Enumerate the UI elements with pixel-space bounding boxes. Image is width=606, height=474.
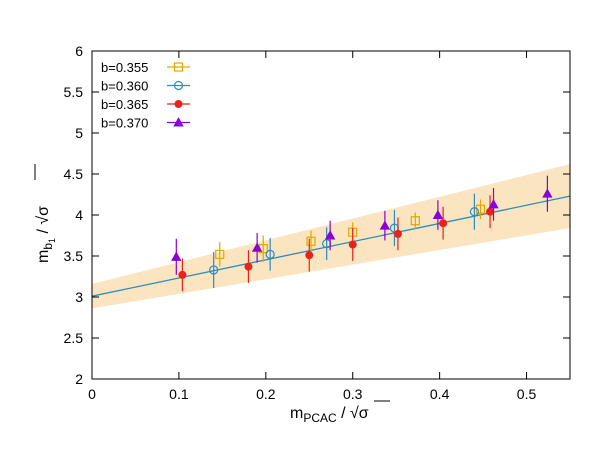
y-axis-label: mb1 / √σ [35,206,57,263]
x-tick-label: 0.4 [430,386,450,402]
y-axis-label-group: mb1 / √σ [34,164,57,263]
data-point [410,216,420,226]
axis-labels: mPCAC / √σ mb1 / √σ [34,164,390,425]
data-point [244,262,253,271]
y-tick-label: 2 [75,371,83,387]
legend-marker [173,117,184,127]
data-point [379,220,391,230]
data-point [305,251,314,260]
y-tick-label: 5.5 [64,84,84,100]
y-tick-label: 5 [75,125,83,141]
data-point [393,229,402,238]
x-axis-label: mPCAC / √σ [290,405,369,425]
x-tick-label: 0.3 [343,386,363,402]
data-point [488,199,499,209]
legend: b=0.355 b=0.360 b=0.365 b=0.370 [101,60,190,131]
y-tick-label: 6 [75,43,83,59]
legend-marker [174,100,183,108]
data-series-layer [171,175,553,292]
series-b=0.370 [171,175,553,275]
series-b=0.360 [209,193,479,288]
y-tick-label: 3 [75,289,83,305]
x-tick-label: 0.5 [517,386,537,402]
data-point [348,240,357,249]
data-point [306,236,316,246]
legend-label: b=0.365 [101,97,148,112]
data-point [432,209,444,220]
axes-layer: 0 0.1 0.2 0.3 0.4 0.5 2 2.5 3 3.5 4 4.5 5 5.5 6 [64,43,570,402]
y-tick-label: 3.5 [64,248,84,264]
data-point [439,219,448,228]
fit-line-layer [91,195,571,297]
data-point [469,207,479,217]
legend-entry: b=0.370 [101,116,190,131]
data-point [215,249,225,259]
data-point [265,249,275,259]
data-point [171,251,182,261]
data-point [209,265,219,275]
y-tick-label: 2.5 [64,330,84,346]
y-tick-label: 4 [75,207,83,223]
series-b=0.365 [178,195,495,292]
data-point [178,270,187,279]
legend-entry: b=0.360 [101,79,190,94]
legend-marker [173,62,184,72]
y-tick-label: 4.5 [64,166,84,182]
x-tick-label: 0.1 [169,386,189,402]
data-point [475,204,486,214]
data-point [324,230,336,240]
legend-label: b=0.355 [101,60,148,75]
legend-label: b=0.370 [101,116,148,131]
data-point [542,188,553,198]
legend-entry: b=0.365 [101,97,190,112]
data-point [486,207,495,216]
legend-entry: b=0.355 [101,60,190,75]
data-point [251,242,263,252]
legend-marker [173,80,184,91]
x-tick-label: 0.2 [256,386,276,402]
x-tick-label: 0 [88,386,96,402]
fit-line [91,195,571,297]
legend-label: b=0.360 [101,79,148,94]
